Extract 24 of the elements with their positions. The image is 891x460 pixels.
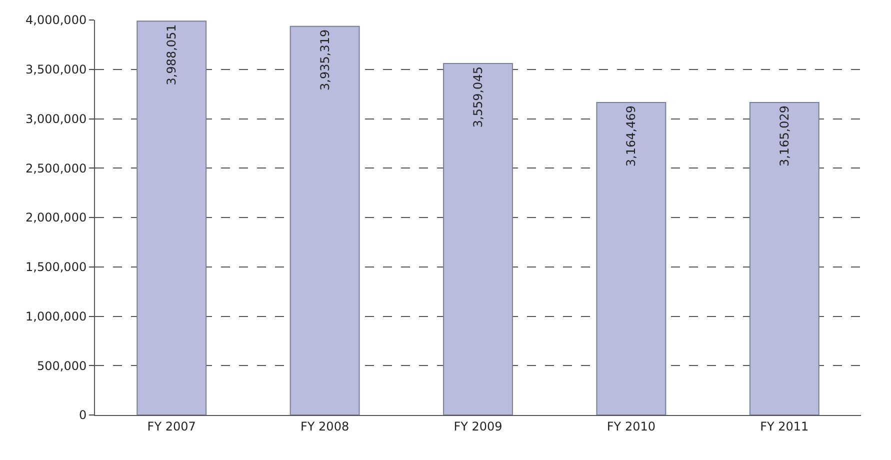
x-tick-label: FY 2009 [454, 419, 502, 434]
bar [749, 102, 820, 415]
x-tick-label: FY 2010 [606, 419, 656, 434]
y-tick-label: 0 [78, 408, 87, 422]
y-tick-label: 3,500,000 [26, 62, 87, 77]
y-tick-label: 2,000,000 [26, 210, 87, 225]
y-tick-label: 4,000,000 [26, 13, 87, 28]
data-label: 3,559,045 [471, 66, 485, 128]
x-tick-label: FY 2007 [147, 419, 196, 434]
bar [443, 63, 513, 415]
data-label: 3,165,029 [777, 105, 792, 167]
y-tick-label: 2,500,000 [26, 161, 87, 176]
y-tick-label: 500,000 [36, 358, 87, 373]
data-label: 3,164,469 [624, 106, 638, 167]
bar [290, 26, 360, 415]
bar [136, 20, 207, 415]
x-tick-label: FY 2011 [760, 419, 809, 434]
y-tick-label: 3,000,000 [26, 112, 87, 126]
bar [596, 102, 666, 415]
data-label: 3,988,051 [164, 24, 179, 86]
y-tick-label: 1,500,000 [26, 260, 87, 274]
y-tick-label: 1,000,000 [26, 309, 87, 324]
data-label: 3,935,319 [318, 29, 332, 90]
x-tick-label: FY 2008 [300, 419, 350, 434]
